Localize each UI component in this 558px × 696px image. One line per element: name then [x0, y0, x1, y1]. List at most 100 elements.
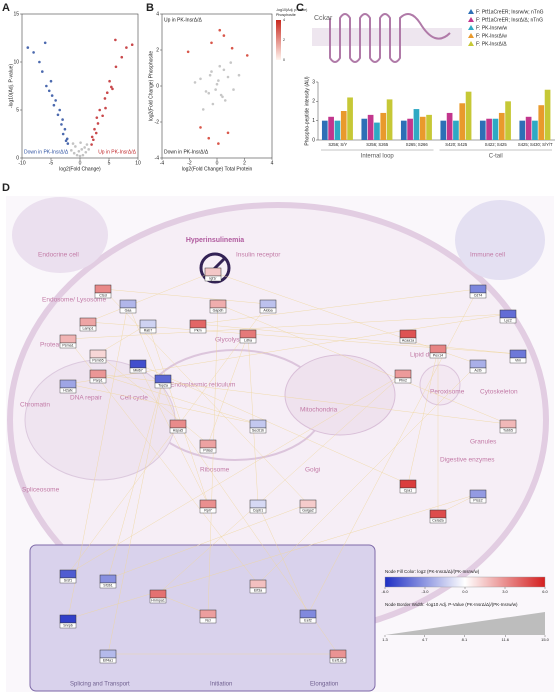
node-fill	[59, 614, 77, 624]
node-label: Copb1	[253, 509, 264, 513]
node-fill	[249, 419, 267, 429]
data-point	[237, 73, 241, 77]
edge	[137, 363, 409, 485]
data-point	[47, 89, 51, 93]
legend-swatch	[468, 33, 474, 38]
node: H2afx	[59, 379, 77, 394]
annotation: Down in PK-InsrΔ/Δ	[24, 149, 69, 155]
node: Rpl7	[199, 499, 217, 514]
node-fill	[99, 649, 117, 659]
node: Psmb5	[89, 349, 107, 364]
region-label: Internal loop	[361, 154, 395, 160]
node-fill	[499, 419, 517, 429]
node-label: Eif3a	[254, 589, 262, 593]
node-label: Rab7	[144, 329, 153, 333]
y-tick-label: 0	[16, 155, 19, 161]
node-fill	[149, 589, 167, 599]
node-fill	[89, 369, 107, 379]
node-label: Igf1r	[209, 277, 217, 281]
node-label-box	[199, 617, 217, 624]
node-label: Prss2	[473, 499, 482, 503]
bar	[505, 101, 511, 140]
legend-swatch	[468, 9, 474, 14]
compartment-label: Proteasome	[40, 342, 75, 349]
node-label-box	[169, 427, 187, 434]
node-label-box	[149, 597, 167, 604]
node-fill	[169, 419, 187, 429]
node: Vim	[509, 349, 527, 364]
data-point	[223, 99, 227, 102]
x-tick-label: -2	[187, 160, 192, 166]
node: Rab7	[139, 319, 157, 334]
node-label-box	[399, 487, 417, 494]
edge	[147, 323, 209, 505]
node-label: Eif4a1	[103, 659, 113, 663]
bar	[334, 120, 341, 140]
compartment-label: Mitochondria	[300, 407, 338, 414]
node-label: Golga2	[302, 509, 314, 513]
edge	[87, 321, 519, 355]
edge	[307, 288, 479, 615]
node-label-box	[139, 327, 157, 334]
node: Golga2	[299, 499, 317, 514]
legend-entry: F: PK-InsrΔ/w	[476, 33, 507, 39]
node-label: Vim	[515, 359, 521, 363]
legend-entry: F: Ptf1aCreER; Insrw/w; nTnG	[476, 9, 544, 15]
data-point	[70, 149, 73, 152]
colorbar-tick: 0	[283, 58, 285, 62]
data-point	[114, 38, 117, 42]
node-label-box	[129, 367, 147, 374]
edge	[97, 323, 149, 355]
panel-label: D	[2, 182, 10, 194]
x-tick-label: 2	[243, 160, 246, 166]
node-label-box	[59, 577, 77, 584]
data-point	[101, 114, 104, 118]
receptor-label: Insulin receptor	[236, 252, 281, 259]
node-label: Tubb5	[503, 429, 513, 433]
node-label: Gaa	[125, 309, 132, 313]
node-label: Cd74	[474, 294, 483, 298]
compartment-label: Granules	[470, 439, 497, 446]
bar	[453, 120, 459, 140]
legend-tick-label: 11.6	[502, 637, 510, 642]
legend-tick-label: 15.0	[541, 637, 550, 642]
x-tick-label: 4	[271, 160, 274, 166]
data-point	[103, 97, 107, 100]
node: Ldha	[239, 329, 257, 344]
data-point	[94, 131, 98, 135]
node: Plin2	[394, 369, 412, 384]
node: Lyz2	[499, 309, 517, 324]
bar	[492, 118, 499, 140]
compartment-label: Spliceosome	[22, 487, 60, 494]
data-point	[58, 108, 61, 112]
node-label-box	[399, 337, 417, 344]
edge	[257, 503, 309, 615]
node: Cela2a	[429, 509, 447, 524]
colorbar-tick: 4	[283, 18, 285, 22]
annotation: Up in PK-InsrΔ/Δ	[98, 149, 136, 155]
node-label: Srsf1	[64, 579, 72, 583]
node-fill	[119, 299, 137, 309]
bar	[374, 122, 380, 140]
data-point	[201, 108, 205, 111]
colorbar-subtitle: Phosphosite	[276, 13, 296, 17]
node-label-box	[299, 507, 317, 514]
node-label: Snrpb	[63, 624, 73, 628]
data-point	[78, 154, 82, 158]
colorbar-title: -log10(Adj. p-value)	[276, 8, 307, 12]
node-label: Lamp1	[83, 327, 94, 331]
node-label-box	[154, 382, 172, 389]
node: Psma1	[59, 334, 77, 349]
node-fill	[99, 574, 117, 584]
node-fill	[79, 317, 97, 327]
node: Igf1r	[204, 267, 222, 282]
compartment-label: DNA repair	[70, 395, 103, 402]
data-point	[93, 127, 96, 131]
node-label: H2afx	[63, 389, 73, 393]
node: Snrpb	[59, 614, 77, 629]
node-fill	[94, 284, 112, 294]
node-fill	[259, 299, 277, 309]
data-point	[245, 54, 249, 57]
bar	[498, 112, 505, 140]
data-point	[83, 146, 86, 149]
